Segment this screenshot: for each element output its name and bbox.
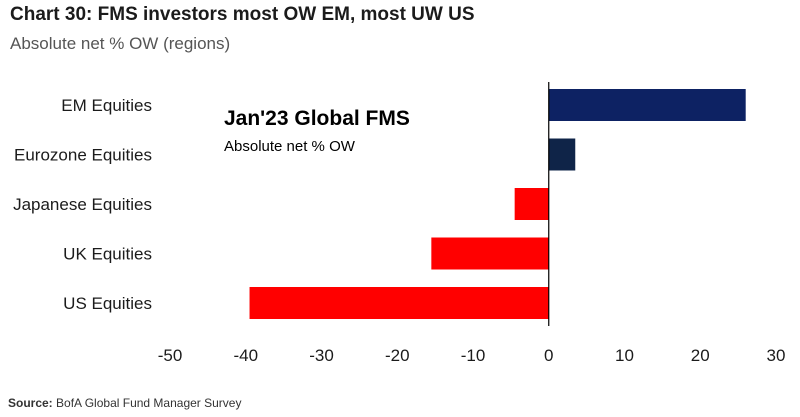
x-tick-label: -30 — [309, 346, 334, 365]
bars-group — [249, 89, 746, 319]
x-tick-label: -20 — [385, 346, 410, 365]
category-labels: EM Equities Eurozone Equities Japanese Equ… — [13, 96, 152, 313]
bar-uk-equities — [431, 237, 549, 270]
annotation-subtitle: Absolute net % OW — [224, 138, 356, 155]
x-tick-labels: -50 -40 -30 -20 -10 0 10 20 30 — [158, 346, 786, 365]
source-label: Source: — [8, 396, 53, 410]
bar-eurozone-equities — [548, 138, 576, 171]
category-label: Eurozone Equities — [14, 146, 152, 165]
x-tick-label: -40 — [233, 346, 258, 365]
x-tick-label: 30 — [767, 346, 786, 365]
x-tick-label: -10 — [461, 346, 486, 365]
annotation-title: Jan'23 Global FMS — [224, 107, 410, 130]
chart-subtitle: Absolute net % OW (regions) — [10, 34, 231, 53]
bar-japanese-equities — [514, 188, 549, 220]
category-label: Japanese Equities — [13, 195, 152, 214]
chart-title: Chart 30: FMS investors most OW EM, most… — [10, 4, 475, 25]
x-tick-label: 0 — [544, 346, 553, 365]
x-tick-label: -50 — [158, 346, 183, 365]
source-note: Source: BofA Global Fund Manager Survey — [8, 396, 241, 410]
bar-em-equities — [548, 89, 746, 121]
bar-us-equities — [249, 287, 549, 319]
category-label: UK Equities — [63, 245, 152, 264]
category-label: EM Equities — [61, 96, 152, 115]
x-tick-label: 20 — [691, 346, 710, 365]
x-tick-label: 10 — [615, 346, 634, 365]
category-label: US Equities — [63, 294, 152, 313]
source-text: BofA Global Fund Manager Survey — [56, 396, 242, 410]
